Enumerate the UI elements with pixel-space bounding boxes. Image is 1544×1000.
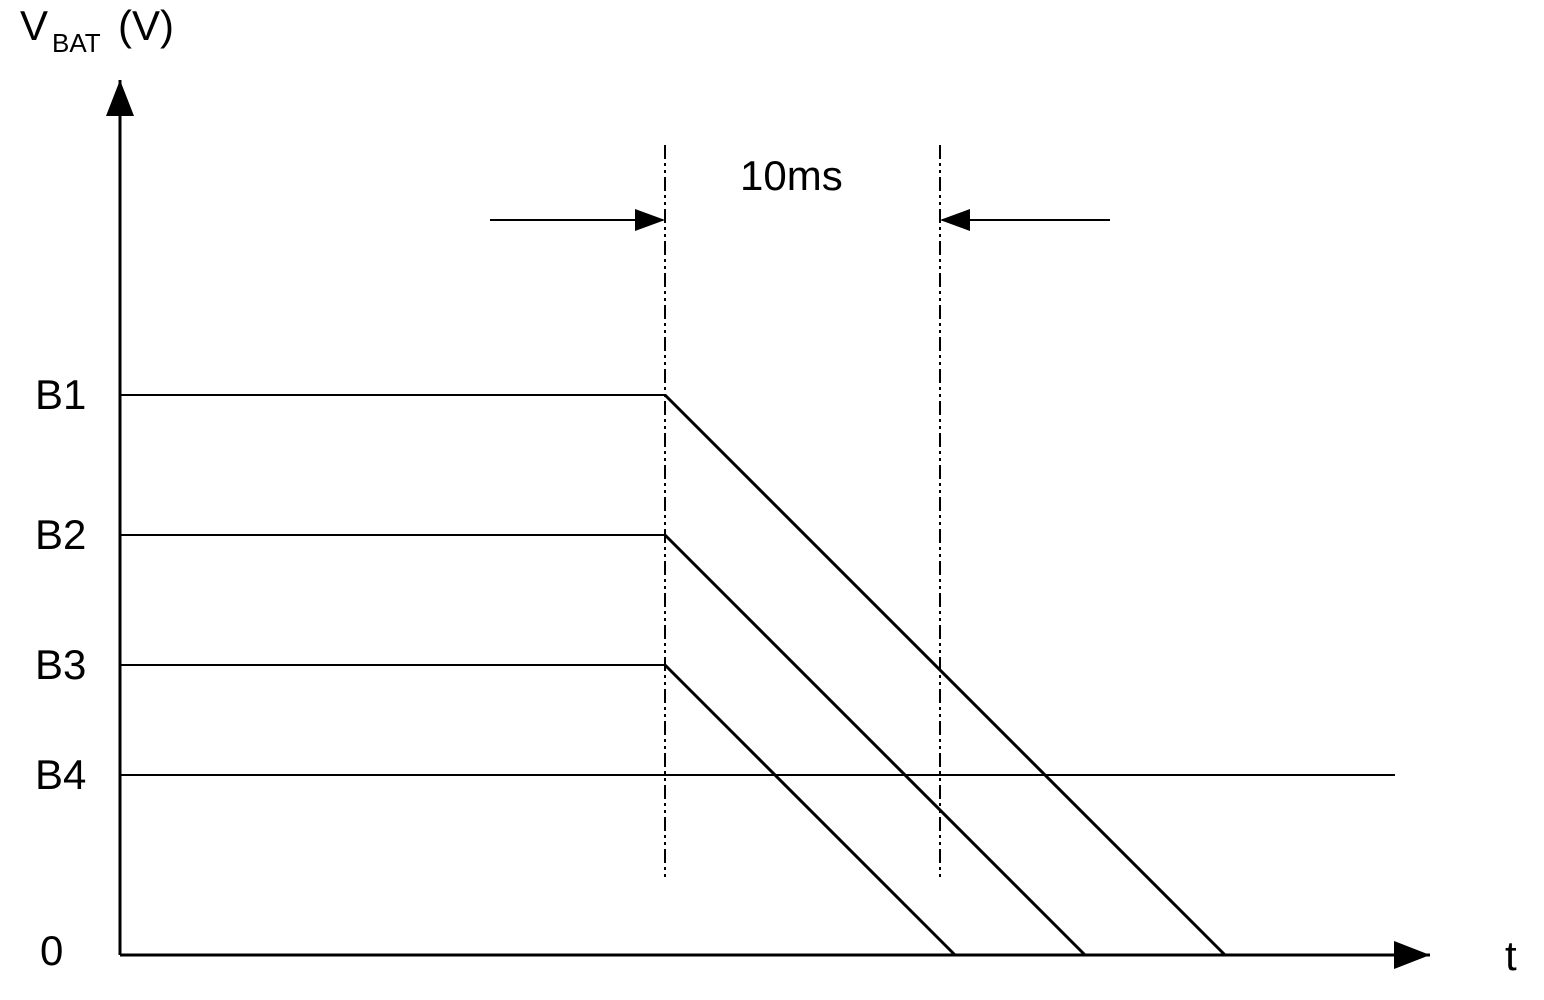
discharge-line-b3 xyxy=(665,665,955,955)
y-axis-label-v: V xyxy=(20,2,48,49)
discharge-line-b1 xyxy=(665,395,1225,955)
level-label-b4: B4 xyxy=(35,751,86,798)
level-label-b2: B2 xyxy=(35,511,86,558)
x-axis-arrowhead xyxy=(1394,941,1430,969)
dim-arrow-left-head xyxy=(635,209,665,231)
dim-arrow-right-head xyxy=(940,209,970,231)
y-axis-label-bat: BAT xyxy=(52,28,101,58)
level-label-b1: B1 xyxy=(35,371,86,418)
x-axis-label: t xyxy=(1505,932,1517,979)
discharge-line-b2 xyxy=(665,535,1085,955)
origin-label: 0 xyxy=(40,927,63,974)
y-axis-label-unit: (V) xyxy=(118,2,174,49)
dim-label: 10ms xyxy=(740,152,843,199)
y-axis-arrowhead xyxy=(106,80,134,116)
level-label-b3: B3 xyxy=(35,641,86,688)
